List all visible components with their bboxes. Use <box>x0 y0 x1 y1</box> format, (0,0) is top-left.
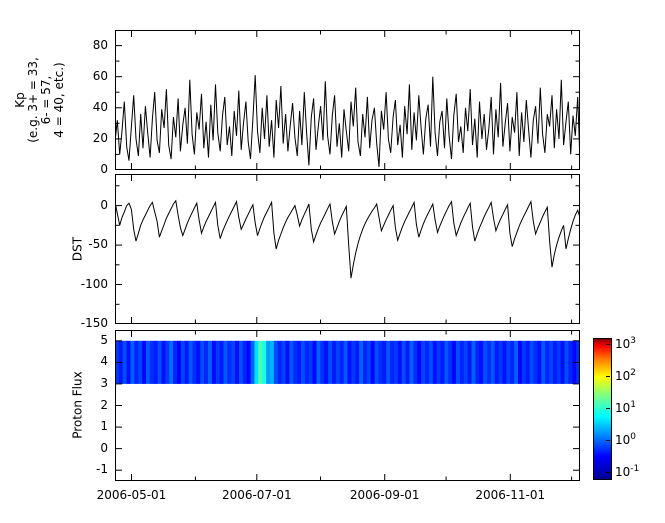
x-tick-label: 2006-07-01 <box>221 488 292 502</box>
y-tick-label: 5 <box>100 332 108 347</box>
colorbar-tick-mark <box>606 376 610 377</box>
dst-panel <box>115 174 580 324</box>
colorbar <box>593 338 612 480</box>
axis-ticks <box>116 31 579 170</box>
colorbar-tick-label: 100 <box>615 432 637 447</box>
dst-plot <box>115 174 580 324</box>
y-tick-label: 60 <box>92 68 108 83</box>
kp-plot <box>115 30 580 170</box>
colorbar-tick-label: 103 <box>615 336 637 351</box>
y-tick-label: 4 <box>100 354 108 369</box>
panel-border <box>115 174 580 324</box>
colorbar-tick-label: 101 <box>615 400 637 415</box>
y-tick-label: 1 <box>100 419 108 434</box>
panel-border <box>115 30 580 170</box>
x-tick-label: 2006-11-01 <box>475 488 546 502</box>
y-tick-label: -50 <box>88 237 108 252</box>
x-tick-label: 2006-05-01 <box>96 488 167 502</box>
axis-ticks <box>116 175 579 324</box>
y-tick-label: -100 <box>80 276 108 291</box>
colorbar-tick-mark <box>606 440 610 441</box>
y-tick-label: -150 <box>80 316 108 330</box>
y-tick-label: 0 <box>100 162 108 176</box>
y-tick-label: 20 <box>92 130 108 145</box>
proton-flux-panel <box>115 330 580 481</box>
kp-panel <box>115 30 580 170</box>
dst-series-line <box>115 199 580 279</box>
y-tick-label: 2 <box>100 397 108 412</box>
colorbar-tick-label: 102 <box>615 368 637 383</box>
kp-series-line <box>115 75 580 167</box>
colorbar-tick-mark <box>606 472 610 473</box>
colorbar-tick-mark <box>606 408 610 409</box>
panel-border <box>115 330 580 481</box>
y-tick-label: 3 <box>100 375 108 390</box>
y-tick-label: 0 <box>100 197 108 212</box>
proton-flux-band <box>115 340 580 384</box>
colorbar-tick-mark <box>606 344 610 345</box>
y-tick-label: 0 <box>100 440 108 455</box>
y-tick-label: 40 <box>92 99 108 114</box>
colorbar-tick-label: 10-1 <box>615 464 640 479</box>
y-tick-label: 80 <box>92 37 108 52</box>
x-tick-label: 2006-09-01 <box>349 488 420 502</box>
axis-ticks <box>116 331 579 480</box>
proton-flux-spectrogram <box>115 330 580 481</box>
y-tick-label: -1 <box>96 462 108 477</box>
